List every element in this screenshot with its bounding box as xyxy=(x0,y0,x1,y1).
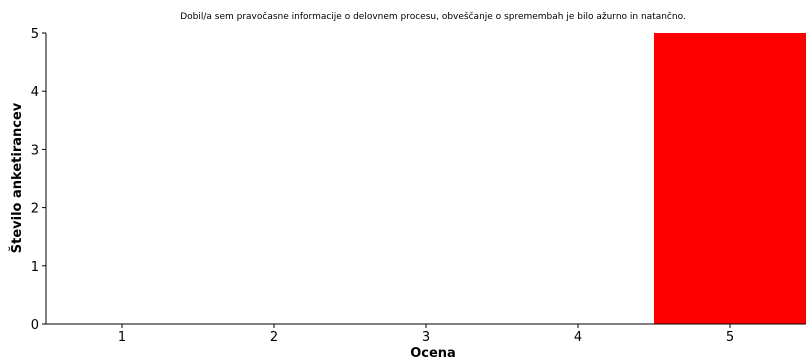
x-tick-label-3: 3 xyxy=(422,330,430,345)
bar-5 xyxy=(654,33,806,324)
y-tick-label-5: 5 xyxy=(31,27,39,42)
chart-title: Dobil/a sem pravočasne informacije o del… xyxy=(180,11,686,22)
x-tick-label-1: 1 xyxy=(118,330,126,345)
x-ticks-layer: 1 2 3 4 5 xyxy=(118,324,734,345)
y-tick-label-0: 0 xyxy=(31,318,39,333)
y-ticks-layer: 0 1 2 3 4 5 xyxy=(31,27,46,333)
x-axis-title: Ocena xyxy=(410,346,456,361)
x-tick-label-2: 2 xyxy=(270,330,278,345)
bars-layer xyxy=(654,33,806,324)
y-tick-label-3: 3 xyxy=(31,143,39,158)
y-tick-label-1: 1 xyxy=(31,260,39,275)
y-tick-label-2: 2 xyxy=(31,202,39,217)
x-tick-label-5: 5 xyxy=(726,330,734,345)
x-tick-label-4: 4 xyxy=(574,330,582,345)
y-axis-title: Število anketirancev xyxy=(9,102,25,253)
y-tick-label-4: 4 xyxy=(31,85,39,100)
